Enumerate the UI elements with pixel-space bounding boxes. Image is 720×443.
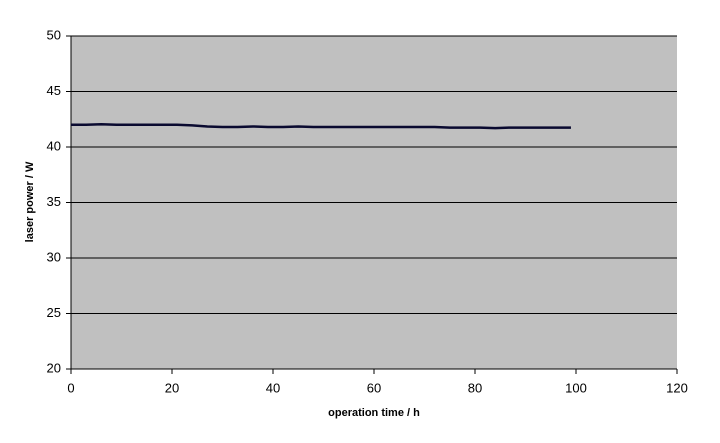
- x-axis-label: operation time / h: [328, 407, 420, 419]
- x-tick-label: 80: [468, 380, 482, 395]
- x-tick-label: 120: [666, 380, 688, 395]
- x-tick-label: 20: [165, 380, 179, 395]
- y-tick-label: 35: [47, 194, 61, 209]
- y-tick-label: 40: [47, 138, 61, 153]
- x-tick-label: 40: [266, 380, 280, 395]
- y-tick-label: 25: [47, 305, 61, 320]
- x-tick-label: 100: [565, 380, 587, 395]
- y-tick-label: 50: [47, 27, 61, 42]
- x-tick-label: 0: [67, 380, 74, 395]
- y-tick-label: 20: [47, 360, 61, 375]
- x-tick-label: 60: [367, 380, 381, 395]
- y-tick-label: 30: [47, 249, 61, 264]
- y-tick-label: 45: [47, 83, 61, 98]
- y-axis-label: laser power / W: [24, 161, 36, 242]
- data-line: [71, 122, 571, 130]
